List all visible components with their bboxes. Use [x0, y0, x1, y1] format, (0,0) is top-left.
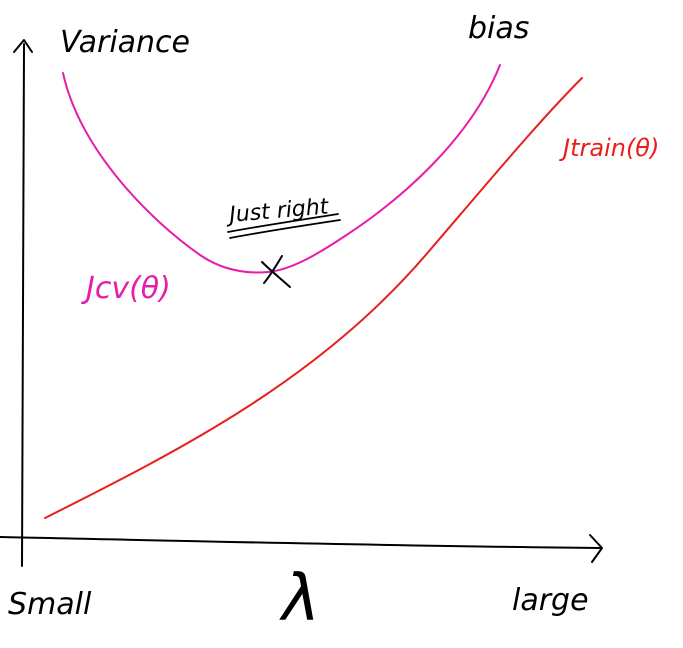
y-axis-arrowhead	[13, 39, 33, 53]
j-cv-label: Jcv(θ)	[81, 271, 171, 306]
y-axis	[13, 39, 33, 567]
variance-label: Variance	[60, 25, 190, 60]
j-train-label: Jtrain(θ)	[559, 134, 659, 162]
minimum-marker-x	[261, 255, 291, 288]
just-right-underline	[227, 213, 341, 239]
x-axis	[0, 534, 603, 563]
lambda-symbol: λ	[279, 562, 320, 636]
j-cv-curve	[62, 64, 501, 274]
y-axis-line	[21, 43, 25, 567]
j-train-curve	[44, 77, 583, 519]
x-axis-arrowhead	[589, 534, 603, 563]
x-axis-left-label: Small	[8, 587, 92, 622]
x-axis-line	[0, 536, 601, 549]
bias-label: bias	[468, 11, 529, 46]
x-axis-right-label: large	[512, 583, 589, 618]
